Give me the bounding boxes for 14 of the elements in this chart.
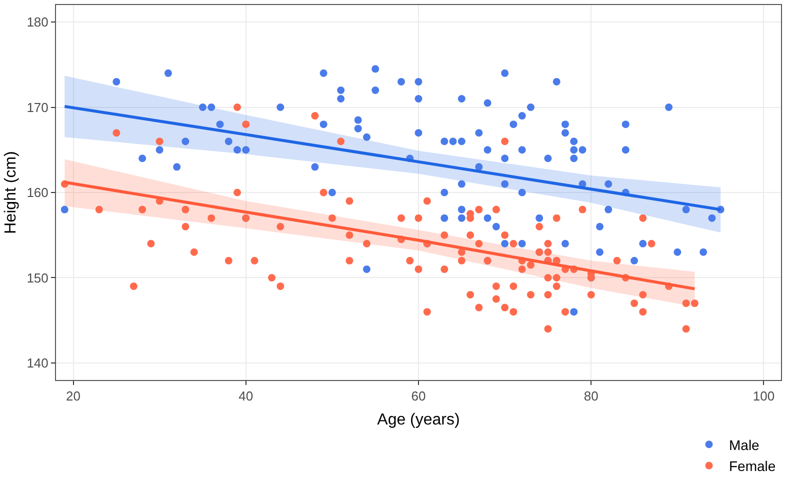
legend-label: Female: [729, 458, 776, 474]
x-tick-label: 40: [238, 388, 254, 404]
y-axis-title: Height (cm): [2, 151, 20, 234]
x-tick-label: 20: [66, 388, 80, 404]
x-axis-title: Age (years): [377, 411, 460, 428]
x-tick-label: 80: [584, 388, 598, 404]
y-tick-label: 140: [26, 356, 48, 370]
y-tick-label: 150: [26, 270, 48, 286]
x-tick-label: 100: [752, 388, 775, 404]
y-tick-label: 180: [26, 14, 48, 30]
y-tick-label: 160: [26, 185, 48, 200]
y-tick-label: 170: [26, 100, 48, 115]
legend-label: Male: [729, 436, 760, 453]
x-tick-label: 60: [411, 388, 426, 404]
